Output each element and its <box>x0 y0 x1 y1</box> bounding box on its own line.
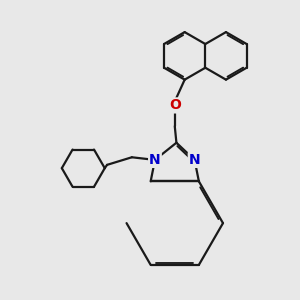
Text: N: N <box>189 153 200 167</box>
Text: O: O <box>169 98 181 112</box>
Text: N: N <box>149 153 161 167</box>
